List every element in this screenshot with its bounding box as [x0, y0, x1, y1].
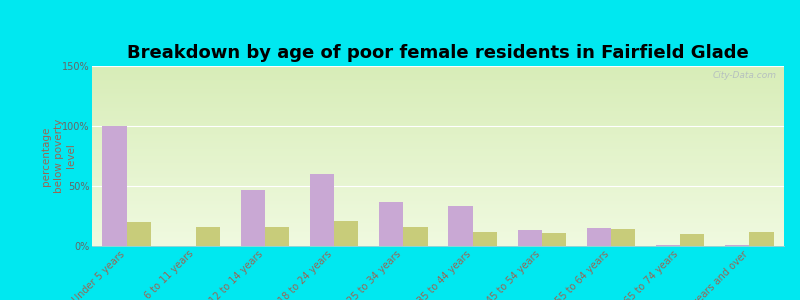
Bar [680, 234, 705, 246]
Bar [750, 232, 774, 246]
Bar [265, 227, 290, 246]
Bar [518, 230, 542, 246]
Bar [334, 221, 358, 246]
Bar [542, 233, 566, 246]
Bar [611, 229, 635, 246]
Text: City-Data.com: City-Data.com [713, 71, 777, 80]
Bar [241, 190, 265, 246]
Bar [656, 245, 680, 246]
Bar [379, 202, 403, 246]
Bar [102, 126, 126, 246]
Bar [196, 227, 220, 246]
Bar [403, 227, 428, 246]
Bar [473, 232, 497, 246]
Y-axis label: percentage
below poverty
level: percentage below poverty level [42, 119, 76, 193]
Bar [126, 222, 151, 246]
Bar [310, 174, 334, 246]
Bar [586, 228, 611, 246]
Bar [725, 245, 750, 246]
Bar [448, 206, 473, 246]
Title: Breakdown by age of poor female residents in Fairfield Glade: Breakdown by age of poor female resident… [127, 44, 749, 62]
